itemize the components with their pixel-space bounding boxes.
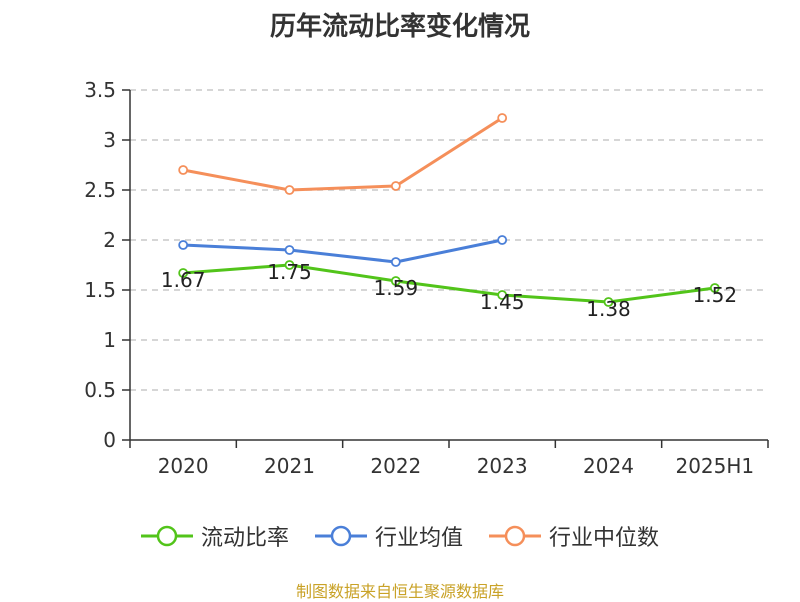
legend-label: 流动比率	[200, 526, 289, 551]
legend-item-industry-mean[interactable]: 行业均值	[314, 520, 463, 552]
legend-label: 行业中位数	[549, 526, 660, 551]
series-line	[183, 263, 716, 304]
data-point	[390, 276, 401, 286]
y-tick-label: 3.5	[84, 78, 116, 102]
source-note: 制图数据来自恒生聚源数据库	[295, 582, 504, 601]
data-label: 1.45	[480, 290, 525, 314]
x-tick-label: 2021	[264, 454, 315, 478]
legend-line-icon	[489, 525, 541, 547]
legend-item-industry-median[interactable]: 行业中位数	[489, 520, 659, 552]
data-point	[178, 240, 189, 250]
x-tick-label: 2020	[158, 454, 209, 478]
data-label: 1.59	[374, 276, 419, 300]
y-tick-label: 1	[103, 328, 116, 352]
y-tick-label: 2	[103, 228, 116, 252]
data-label: 1.52	[693, 283, 738, 307]
legend-item-current-ratio[interactable]: 流动比率	[140, 520, 289, 552]
data-point	[603, 297, 614, 307]
data-point	[178, 268, 189, 278]
data-point	[284, 245, 295, 255]
x-tick-label: 2024	[583, 454, 634, 478]
data-point	[390, 181, 401, 191]
data-point	[284, 185, 295, 195]
series-line	[183, 238, 503, 264]
series-line	[182, 116, 503, 192]
legend-label: 行业均值	[374, 526, 463, 551]
y-tick-label: 2.5	[84, 178, 116, 202]
legend-line-icon	[140, 525, 193, 547]
data-point	[497, 113, 508, 123]
data-label: 1.75	[267, 260, 312, 284]
chart-title: 历年流动比率变化情况	[269, 12, 530, 42]
series	[178, 113, 720, 307]
data-point	[497, 290, 508, 300]
x-tick-label: 2025H1	[675, 454, 754, 478]
grid-lines	[130, 89, 768, 391]
y-tick-label: 0.5	[84, 378, 116, 402]
y-tick-label: 0	[103, 428, 116, 452]
data-label: 1.38	[586, 297, 631, 321]
data-point	[390, 257, 401, 267]
data-point	[497, 235, 508, 245]
legend: 流动比率 行业均值 行业中位数	[0, 520, 800, 552]
data-point	[284, 260, 295, 270]
data-point	[178, 165, 189, 175]
data-point	[709, 283, 720, 293]
data-label: 1.67	[161, 268, 206, 292]
x-tick-label: 2023	[477, 454, 528, 478]
data-labels: 1.67 1.75 1.59 1.45 1.38 1.52	[161, 260, 737, 321]
y-tick-label: 1.5	[84, 278, 116, 302]
y-tick-label: 3	[103, 128, 116, 152]
x-tick-label: 2022	[370, 454, 421, 478]
legend-line-icon	[314, 525, 367, 547]
